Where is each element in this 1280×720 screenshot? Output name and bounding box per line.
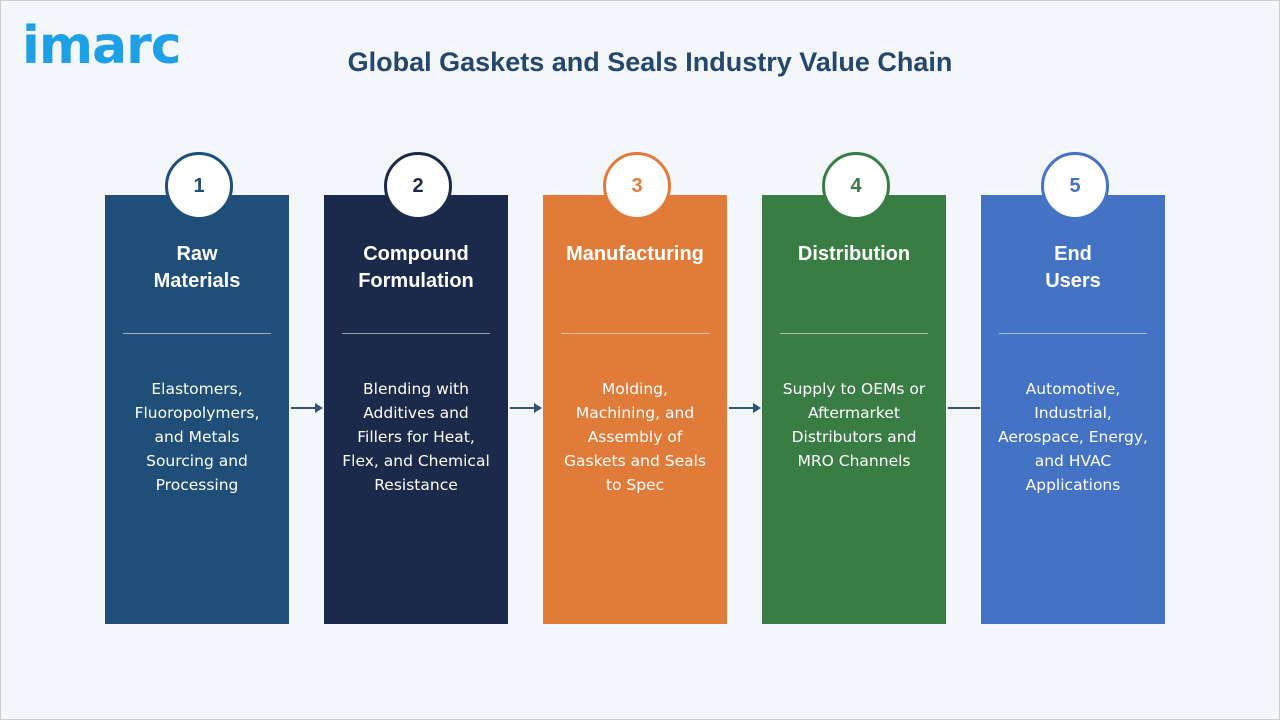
page-title: Global Gaskets and Seals Industry Value … (347, 47, 953, 77)
stage-card-compound-formulation: Compound Formulation Blending with Addit… (324, 195, 508, 624)
stage-divider (561, 333, 709, 334)
connector-line (948, 407, 980, 409)
stage-divider (780, 333, 928, 334)
stage-title: Raw Materials (153, 243, 241, 292)
stage-card-end-users: End Users Automotive, Industrial, Aerosp… (981, 195, 1165, 624)
arrow-right-icon (510, 403, 542, 413)
stage-number-badge: 1 (165, 152, 233, 220)
stage-number-badge: 2 (384, 152, 452, 220)
stage-divider (342, 333, 490, 334)
stage-title: Compound Formulation (358, 243, 474, 292)
stage-title: End Users (1045, 243, 1101, 292)
stage-description: Automotive, Industrial, Aerospace, Energ… (998, 380, 1148, 494)
stage-card-distribution: Distribution Supply to OEMs or Aftermark… (762, 195, 946, 624)
stage-title: Distribution (797, 243, 911, 265)
stage-description: Supply to OEMs or Aftermarket Distributo… (782, 380, 926, 470)
stage-number-badge: 3 (603, 152, 671, 220)
stage-description: Elastomers, Fluoropolymers, and Metals S… (134, 380, 260, 494)
stage-description: Blending with Additives and Fillers for … (342, 380, 490, 494)
stage-number-badge: 5 (1041, 152, 1109, 220)
stage-number-badge: 4 (822, 152, 890, 220)
stage-divider (999, 333, 1147, 334)
stage-divider (123, 333, 271, 334)
stage-card-manufacturing: Manufacturing Molding, Machining, and As… (543, 195, 727, 624)
arrow-right-icon (729, 403, 761, 413)
imarc-logo: imarc (22, 16, 182, 76)
stage-title: Manufacturing (566, 243, 704, 265)
stage-description: Molding, Machining, and Assembly of Gask… (564, 380, 706, 494)
arrow-right-icon (291, 403, 323, 413)
stage-card-raw-materials: Raw Materials Elastomers, Fluoropolymers… (105, 195, 289, 624)
